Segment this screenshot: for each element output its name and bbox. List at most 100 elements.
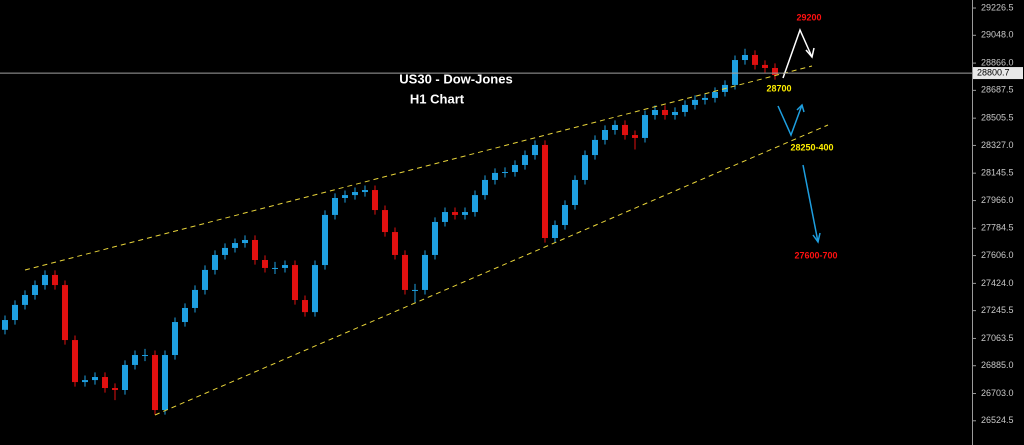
candle-body xyxy=(2,320,8,330)
candle-body xyxy=(772,67,778,76)
candle-body xyxy=(342,195,348,198)
candle-body xyxy=(32,285,38,295)
y-tick-label: 27784.5 xyxy=(981,223,1014,233)
y-tick-label: 27063.5 xyxy=(981,333,1014,343)
chart-title: US30 - Dow-Jones xyxy=(399,71,512,86)
annotation: 27600-700 xyxy=(794,250,837,260)
candle-body xyxy=(642,115,648,138)
current-price-label: 28800.7 xyxy=(977,67,1010,77)
candle-body xyxy=(482,179,488,196)
candle-body xyxy=(452,212,458,215)
candle-body xyxy=(302,300,308,313)
candle-body xyxy=(332,197,338,215)
candle-body xyxy=(412,289,418,291)
y-tick-label: 28687.5 xyxy=(981,85,1014,95)
candle-body xyxy=(102,377,108,389)
arrow-head xyxy=(796,103,805,113)
candle-body xyxy=(502,172,508,174)
candle-body xyxy=(622,124,628,136)
candle-body xyxy=(612,124,618,131)
candle-body xyxy=(322,214,328,266)
candle-body xyxy=(202,269,208,290)
candle-body xyxy=(562,205,568,226)
candle-body xyxy=(122,364,128,391)
candle-body xyxy=(472,195,478,213)
candle-body xyxy=(142,355,148,357)
candle-body xyxy=(402,254,408,290)
candle-body xyxy=(222,247,228,255)
y-tick-label: 27424.0 xyxy=(981,278,1014,288)
candle-body xyxy=(132,355,138,365)
candle-body xyxy=(172,322,178,356)
up-arrow xyxy=(782,27,813,79)
candle-body xyxy=(152,355,158,411)
y-tick-label: 28505.5 xyxy=(981,113,1014,123)
candle-body xyxy=(182,307,188,323)
candle-body xyxy=(42,274,48,286)
candle-body xyxy=(462,212,468,215)
candle-body xyxy=(72,340,78,383)
candle-body xyxy=(262,260,268,268)
candle-body xyxy=(542,144,548,239)
candle-body xyxy=(572,179,578,206)
y-tick-label: 28327.0 xyxy=(981,140,1014,150)
y-tick-label: 26524.5 xyxy=(981,415,1014,425)
candle-body xyxy=(382,210,388,233)
candle-body xyxy=(712,91,718,98)
candle-body xyxy=(532,144,538,156)
candle-body xyxy=(432,221,438,255)
candle-body xyxy=(252,239,258,261)
current-price-tag xyxy=(973,67,1023,80)
candle-body xyxy=(272,267,278,269)
annotation: 28250-400 xyxy=(790,142,833,152)
candle-body xyxy=(22,294,28,305)
y-tick-label: 28866.0 xyxy=(981,57,1014,67)
candle-body xyxy=(492,172,498,180)
annotation: 28700 xyxy=(766,83,791,93)
candle-body xyxy=(352,192,358,196)
candle-body xyxy=(582,155,588,180)
candle-body xyxy=(752,54,758,65)
y-tick-label: 27966.0 xyxy=(981,195,1014,205)
candle-body xyxy=(692,99,698,105)
down-arrow xyxy=(802,164,819,243)
candle-body xyxy=(762,64,768,68)
candle-body xyxy=(52,274,58,286)
upper-trendline xyxy=(24,65,813,271)
candle-body xyxy=(242,239,248,244)
candle-body xyxy=(112,388,118,391)
candle-body xyxy=(512,164,518,173)
candle-body xyxy=(12,304,18,321)
candle-body xyxy=(592,139,598,156)
candle-body xyxy=(552,225,558,239)
candle-body xyxy=(392,232,398,255)
pullback-arrow xyxy=(777,104,803,137)
annotation: 29200 xyxy=(796,12,821,22)
y-tick-label: 27245.5 xyxy=(981,305,1014,315)
y-tick-label: 28145.5 xyxy=(981,168,1014,178)
y-tick-label: 29226.5 xyxy=(981,2,1014,12)
candle-body xyxy=(702,97,708,100)
candle-body xyxy=(632,135,638,138)
arrow-head xyxy=(812,232,821,244)
y-tick-label: 27606.0 xyxy=(981,250,1014,260)
candle-body xyxy=(82,380,88,383)
candle-body xyxy=(672,111,678,116)
candle-body xyxy=(442,212,448,222)
candle-body xyxy=(282,265,288,268)
candle-body xyxy=(372,190,378,211)
candle-body xyxy=(652,109,658,116)
candle-body xyxy=(602,130,608,140)
y-tick-label: 26885.0 xyxy=(981,360,1014,370)
candle-body xyxy=(62,285,68,341)
candle-body xyxy=(212,254,218,270)
arrow-head xyxy=(805,47,815,59)
candle-body xyxy=(162,355,168,411)
plot-area xyxy=(2,48,778,415)
candle-body xyxy=(312,265,318,313)
candle-body xyxy=(742,54,748,61)
candle-body xyxy=(292,265,298,301)
candle-body xyxy=(522,155,528,165)
